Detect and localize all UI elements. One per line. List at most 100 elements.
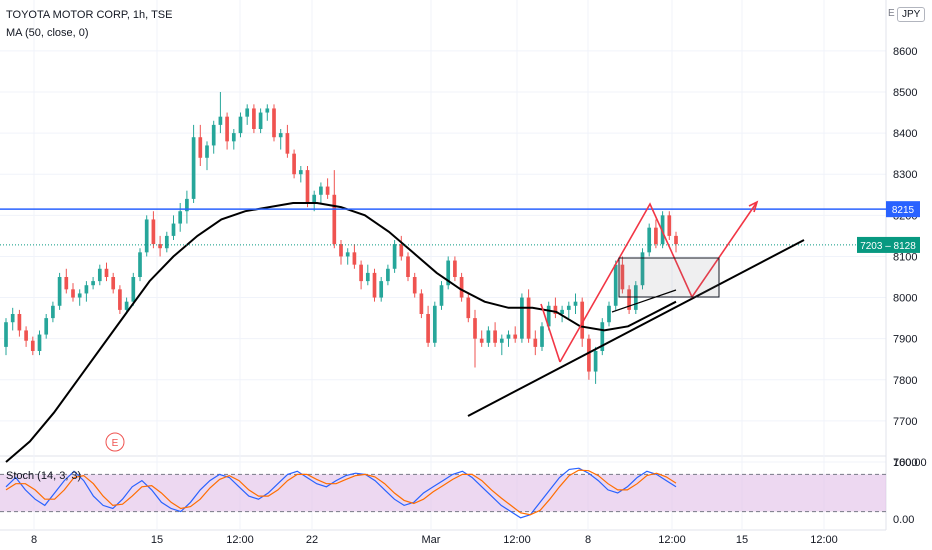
earnings-marker-label: E bbox=[112, 438, 119, 449]
candle-body bbox=[667, 215, 672, 236]
resistance-price-label: 8215 bbox=[892, 205, 915, 216]
candle-body bbox=[178, 211, 183, 224]
candle-body bbox=[466, 297, 471, 319]
candle-body bbox=[392, 244, 397, 269]
stoch-tick-label: 0.00 bbox=[893, 514, 914, 526]
candle-body bbox=[151, 219, 156, 245]
candle-body bbox=[600, 322, 605, 351]
price-tick-label: 7600 bbox=[893, 457, 917, 469]
candle-body bbox=[560, 309, 564, 314]
stoch-legend-label[interactable]: Stoch (14, 3, 3) bbox=[6, 470, 82, 482]
candle-body bbox=[104, 268, 109, 277]
candle-body bbox=[439, 285, 444, 306]
candle-body bbox=[566, 305, 571, 310]
candle-body bbox=[191, 137, 196, 199]
candle-body bbox=[245, 108, 250, 117]
candle-body bbox=[118, 289, 122, 310]
price-tick-label: 8300 bbox=[893, 169, 917, 181]
time-tick-label: 12:00 bbox=[810, 534, 838, 546]
candle-body bbox=[419, 293, 424, 314]
candle-body bbox=[131, 277, 136, 302]
candle-body bbox=[499, 338, 504, 343]
candle-body bbox=[298, 170, 303, 175]
consolidation-box bbox=[618, 257, 720, 298]
candle-body bbox=[218, 116, 223, 125]
earnings-marker bbox=[105, 432, 125, 452]
candle-body bbox=[359, 264, 363, 282]
time-tick-label: 12:00 bbox=[658, 534, 686, 546]
time-tick-label: 15 bbox=[151, 534, 163, 546]
candle-body bbox=[211, 124, 216, 146]
stoch-pane bbox=[0, 467, 886, 519]
candle-body bbox=[520, 297, 524, 339]
grid-layer bbox=[0, 0, 887, 531]
candle-body bbox=[84, 285, 89, 294]
candle-body bbox=[319, 186, 323, 195]
stoch-tick-label: 100.00 bbox=[893, 457, 927, 469]
candle-body bbox=[459, 277, 464, 298]
candle-body bbox=[553, 305, 558, 314]
candle-body bbox=[138, 252, 142, 277]
candle-body bbox=[613, 264, 618, 306]
time-tick-label: 12:00 bbox=[503, 534, 531, 546]
candle-body bbox=[580, 301, 585, 339]
candle-body bbox=[654, 227, 658, 245]
candle-body bbox=[91, 281, 95, 286]
stoch-d-line bbox=[5, 469, 677, 516]
candle-body bbox=[238, 116, 243, 134]
price-tick-label: 7800 bbox=[893, 375, 917, 387]
candle-body bbox=[453, 260, 457, 277]
candle-body bbox=[339, 244, 343, 257]
candle-body bbox=[607, 305, 611, 323]
candle-body bbox=[325, 186, 330, 195]
candle-body bbox=[30, 340, 35, 351]
candle-body bbox=[573, 301, 578, 306]
candle-body bbox=[587, 338, 591, 372]
price-tick-label: 8000 bbox=[893, 293, 917, 305]
candle-body bbox=[37, 334, 42, 351]
candle-body bbox=[285, 133, 290, 154]
candle-body bbox=[546, 305, 551, 327]
ma-legend-label[interactable]: MA (50, close, 0) bbox=[6, 27, 89, 39]
candle-body bbox=[111, 277, 116, 290]
candle-body bbox=[305, 170, 310, 203]
candle-body bbox=[185, 198, 189, 212]
last-price-badge bbox=[857, 236, 920, 253]
candle-body bbox=[506, 334, 511, 339]
currency-badge[interactable]: JPY bbox=[897, 7, 926, 22]
candle-body bbox=[278, 133, 283, 138]
candle-body bbox=[252, 108, 256, 129]
projection-path bbox=[559, 201, 758, 363]
candles-layer bbox=[4, 92, 678, 384]
candle-body bbox=[365, 272, 370, 282]
candle-body bbox=[526, 297, 531, 339]
candle-body bbox=[231, 133, 236, 142]
candle-body bbox=[225, 116, 229, 142]
candle-body bbox=[406, 256, 410, 277]
candle-body bbox=[486, 330, 491, 343]
candle-body bbox=[97, 268, 102, 282]
projection-arrowhead bbox=[748, 200, 759, 213]
candle-body bbox=[44, 318, 49, 335]
candle-body bbox=[412, 277, 417, 294]
candle-body bbox=[593, 351, 598, 372]
candle-body bbox=[540, 326, 544, 347]
time-tick-label: 12:00 bbox=[226, 534, 254, 546]
price-tick-label: 8400 bbox=[893, 128, 917, 140]
candle-body bbox=[198, 137, 203, 158]
moving-average-line bbox=[5, 202, 677, 463]
candle-body bbox=[64, 277, 69, 290]
candle-body bbox=[345, 252, 350, 257]
candle-body bbox=[51, 305, 55, 319]
currency-prefix: E bbox=[888, 8, 895, 19]
symbol-title[interactable]: TOYOTA MOTOR CORP, 1h, TSE bbox=[6, 9, 173, 21]
candle-body bbox=[386, 268, 390, 282]
time-tick-label: 22 bbox=[306, 534, 318, 546]
candle-body bbox=[647, 227, 652, 253]
stoch-k-line bbox=[5, 467, 677, 519]
candle-body bbox=[640, 252, 645, 286]
price-tick-label: 8600 bbox=[893, 46, 917, 58]
candle-body bbox=[513, 334, 518, 339]
